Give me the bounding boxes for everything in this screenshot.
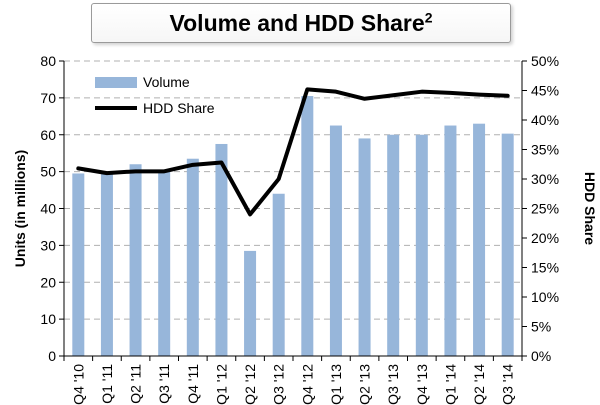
right-tick-label: 30% bbox=[531, 171, 559, 187]
x-tick-label: Q3 '13 bbox=[385, 364, 401, 405]
x-tick-label: Q4 '13 bbox=[414, 364, 430, 405]
right-tick-label: 15% bbox=[531, 260, 559, 276]
hdd-share-line bbox=[76, 87, 510, 217]
x-tick-label: Q3 '11 bbox=[156, 364, 172, 404]
left-tick-label: 20 bbox=[40, 274, 56, 290]
volume-bar bbox=[72, 173, 85, 356]
volume-bar bbox=[186, 158, 199, 356]
right-tick-label: 40% bbox=[531, 112, 559, 128]
right-tick-label: 0% bbox=[531, 348, 551, 364]
chart-title-superscript: 2 bbox=[424, 8, 433, 25]
x-tick-label: Q1 '11 bbox=[99, 364, 115, 404]
x-tick-label: Q3 '14 bbox=[500, 364, 516, 405]
right-tick-label: 50% bbox=[531, 53, 559, 69]
volume-bar bbox=[301, 96, 314, 356]
x-tick-label: Q1 '13 bbox=[328, 364, 344, 405]
right-tick-label: 35% bbox=[531, 142, 559, 158]
volume-bar bbox=[158, 169, 171, 356]
left-tick-label: 60 bbox=[40, 127, 56, 143]
right-tick-label: 25% bbox=[531, 201, 559, 217]
x-tick-label: Q2 '11 bbox=[128, 364, 144, 404]
chart-title: Volume and HDD Share2 bbox=[169, 8, 433, 36]
volume-bar bbox=[387, 134, 400, 356]
left-tick-label: 0 bbox=[48, 348, 56, 364]
chart-title-box: Volume and HDD Share2 bbox=[91, 3, 511, 43]
volume-bar bbox=[501, 133, 514, 356]
x-tick-label: Q2 '13 bbox=[357, 364, 373, 405]
volume-bar bbox=[244, 250, 257, 356]
left-tick-label: 10 bbox=[40, 311, 56, 327]
right-tick-label: 45% bbox=[531, 83, 559, 99]
left-axis-title: Units (in millions) bbox=[12, 150, 28, 267]
x-tick-label: Q3 '12 bbox=[271, 364, 287, 405]
x-tick-label: Q2 '12 bbox=[242, 364, 258, 405]
volume-bar bbox=[415, 134, 428, 356]
x-tick-label: Q2 '14 bbox=[471, 364, 487, 405]
left-tick-label: 70 bbox=[40, 90, 56, 106]
volume-bar bbox=[358, 138, 371, 356]
right-axis-title: HDD Share bbox=[582, 172, 598, 245]
x-tick-label: Q4 '12 bbox=[299, 364, 315, 405]
volume-bar bbox=[444, 125, 457, 356]
left-tick-label: 40 bbox=[40, 201, 56, 217]
volume-bar bbox=[100, 171, 113, 356]
volume-bar bbox=[473, 123, 486, 356]
legend-volume-swatch bbox=[95, 77, 137, 88]
right-tick-label: 5% bbox=[531, 319, 551, 335]
volume-bar bbox=[129, 164, 142, 356]
x-tick-label: Q1 '12 bbox=[213, 364, 229, 405]
x-tick-label: Q4 '11 bbox=[185, 364, 201, 404]
left-tick-label: 30 bbox=[40, 237, 56, 253]
left-tick-label: 80 bbox=[40, 53, 56, 69]
x-tick-label: Q4 '10 bbox=[70, 364, 86, 405]
volume-bar bbox=[329, 125, 342, 356]
legend-volume-label: Volume bbox=[143, 74, 190, 90]
volume-bar bbox=[215, 143, 228, 356]
right-tick-label: 10% bbox=[531, 289, 559, 305]
right-tick-label: 20% bbox=[531, 230, 559, 246]
left-tick-label: 50 bbox=[40, 164, 56, 180]
x-tick-label: Q1 '14 bbox=[442, 364, 458, 405]
volume-bar bbox=[272, 193, 285, 356]
legend-hdd-share-label: HDD Share bbox=[143, 100, 215, 116]
